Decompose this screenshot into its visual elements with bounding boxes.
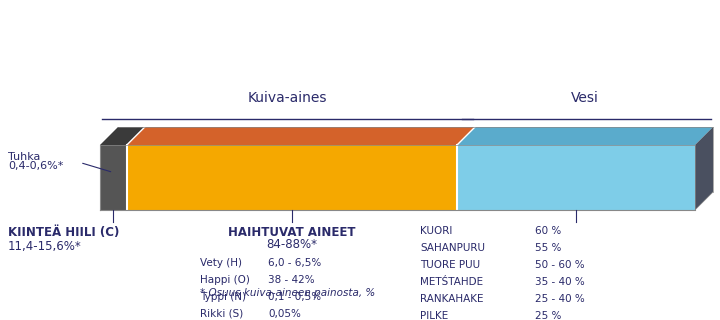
Text: 0,4-0,6%*: 0,4-0,6%*: [8, 161, 63, 171]
Text: 84-88%*: 84-88%*: [266, 238, 318, 251]
Text: Vesi: Vesi: [571, 91, 599, 105]
Text: 35 - 40 %: 35 - 40 %: [535, 277, 585, 287]
Text: PILKE: PILKE: [420, 311, 449, 320]
Polygon shape: [100, 127, 145, 145]
Text: METŚTAHDE: METŚTAHDE: [420, 277, 483, 287]
Text: TUORE PUU: TUORE PUU: [420, 260, 480, 270]
Polygon shape: [695, 127, 713, 210]
Text: 55 %: 55 %: [535, 243, 562, 253]
Polygon shape: [100, 145, 127, 210]
Text: Tuhka: Tuhka: [8, 153, 40, 163]
Text: RANKAHAKE: RANKAHAKE: [420, 294, 484, 304]
Text: * Osuus kuiva-aineen painosta, %: * Osuus kuiva-aineen painosta, %: [200, 288, 375, 298]
Text: KIINTEÄ HIILI (C): KIINTEÄ HIILI (C): [8, 226, 120, 239]
Text: SAHANPURU: SAHANPURU: [420, 243, 485, 253]
Text: HAIHTUVAT AINEET: HAIHTUVAT AINEET: [228, 226, 356, 239]
Text: 38 - 42%: 38 - 42%: [268, 275, 315, 285]
Text: 11,4-15,6%*: 11,4-15,6%*: [8, 240, 82, 253]
Text: 60 %: 60 %: [535, 226, 562, 236]
Polygon shape: [127, 127, 475, 145]
Text: 0,05%: 0,05%: [268, 309, 301, 319]
Text: 25 %: 25 %: [535, 311, 562, 320]
Polygon shape: [457, 127, 713, 145]
Text: KUORI: KUORI: [420, 226, 452, 236]
Text: Typpi (N): Typpi (N): [200, 292, 246, 302]
Text: Kuiva-aines: Kuiva-aines: [248, 91, 328, 105]
Text: Rikki (S): Rikki (S): [200, 309, 243, 319]
Polygon shape: [127, 145, 457, 210]
Text: Happi (O): Happi (O): [200, 275, 250, 285]
Text: 6,0 - 6,5%: 6,0 - 6,5%: [268, 258, 321, 268]
Text: Vety (H): Vety (H): [200, 258, 242, 268]
Text: 50 - 60 %: 50 - 60 %: [535, 260, 585, 270]
Text: 25 - 40 %: 25 - 40 %: [535, 294, 585, 304]
Polygon shape: [127, 127, 475, 145]
Text: 0,1 - 0,5%: 0,1 - 0,5%: [268, 292, 321, 302]
Polygon shape: [457, 145, 695, 210]
